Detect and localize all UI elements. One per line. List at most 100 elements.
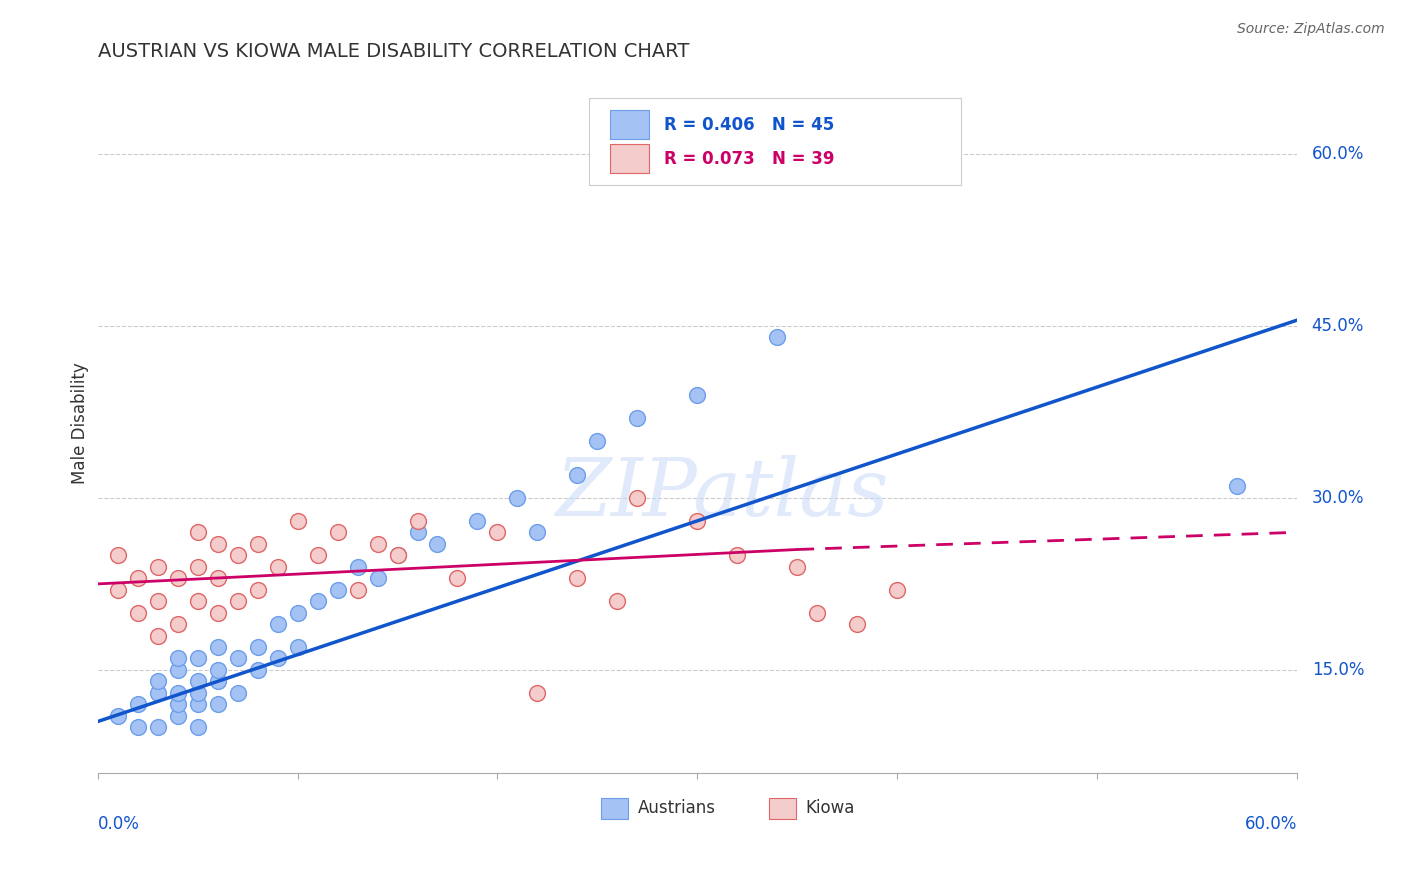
Point	[226, 548, 249, 562]
Point	[366, 571, 388, 585]
Text: Austrians: Austrians	[637, 799, 716, 817]
Point	[207, 698, 229, 712]
Point	[446, 571, 468, 585]
Point	[626, 410, 648, 425]
Point	[586, 434, 609, 448]
Point	[146, 674, 169, 689]
Point	[207, 606, 229, 620]
Point	[606, 594, 628, 608]
Point	[326, 582, 349, 597]
Text: Source: ZipAtlas.com: Source: ZipAtlas.com	[1237, 22, 1385, 37]
Point	[246, 537, 269, 551]
Point	[346, 582, 368, 597]
Point	[146, 628, 169, 642]
Text: 0.0%: 0.0%	[97, 815, 139, 833]
Point	[207, 663, 229, 677]
Point	[266, 617, 288, 632]
Point	[166, 698, 188, 712]
Point	[567, 571, 589, 585]
Point	[246, 582, 269, 597]
Point	[187, 686, 209, 700]
Point	[266, 559, 288, 574]
Point	[307, 594, 329, 608]
Text: R = 0.406   N = 45: R = 0.406 N = 45	[664, 115, 834, 134]
Point	[526, 525, 548, 540]
Point	[226, 651, 249, 665]
Point	[766, 330, 789, 344]
Point	[406, 514, 429, 528]
Text: AUSTRIAN VS KIOWA MALE DISABILITY CORRELATION CHART: AUSTRIAN VS KIOWA MALE DISABILITY CORREL…	[97, 42, 689, 61]
Point	[146, 720, 169, 734]
Point	[266, 651, 288, 665]
Point	[287, 606, 309, 620]
Point	[366, 537, 388, 551]
Text: 30.0%: 30.0%	[1312, 489, 1364, 507]
Point	[187, 674, 209, 689]
Point	[187, 525, 209, 540]
Point	[387, 548, 409, 562]
Point	[506, 491, 529, 505]
Point	[346, 559, 368, 574]
Point	[725, 548, 748, 562]
Point	[187, 651, 209, 665]
Text: 60.0%: 60.0%	[1244, 815, 1298, 833]
Point	[207, 640, 229, 654]
Point	[246, 663, 269, 677]
Point	[187, 559, 209, 574]
Point	[107, 582, 129, 597]
Point	[226, 686, 249, 700]
FancyBboxPatch shape	[610, 145, 650, 173]
Point	[166, 709, 188, 723]
FancyBboxPatch shape	[769, 797, 796, 819]
FancyBboxPatch shape	[589, 98, 962, 186]
Point	[567, 467, 589, 482]
Text: R = 0.073   N = 39: R = 0.073 N = 39	[664, 150, 834, 168]
Point	[146, 559, 169, 574]
Point	[207, 674, 229, 689]
Point	[166, 571, 188, 585]
Point	[426, 537, 449, 551]
Point	[187, 698, 209, 712]
Point	[127, 571, 149, 585]
Point	[226, 594, 249, 608]
Text: 45.0%: 45.0%	[1312, 317, 1364, 334]
Point	[166, 651, 188, 665]
Text: 15.0%: 15.0%	[1312, 661, 1364, 679]
Point	[287, 514, 309, 528]
Point	[146, 594, 169, 608]
Point	[166, 663, 188, 677]
Point	[686, 514, 709, 528]
Point	[187, 720, 209, 734]
Point	[686, 387, 709, 401]
Point	[886, 582, 908, 597]
FancyBboxPatch shape	[610, 110, 650, 139]
Point	[146, 686, 169, 700]
Point	[626, 491, 648, 505]
Point	[207, 537, 229, 551]
Point	[187, 594, 209, 608]
Text: 60.0%: 60.0%	[1312, 145, 1364, 162]
Point	[786, 559, 808, 574]
Point	[486, 525, 509, 540]
Point	[166, 617, 188, 632]
Point	[107, 709, 129, 723]
Point	[406, 525, 429, 540]
Point	[107, 548, 129, 562]
Point	[246, 640, 269, 654]
Text: ZIPatlas: ZIPatlas	[555, 455, 889, 532]
Point	[166, 686, 188, 700]
Point	[467, 514, 489, 528]
Text: Kiowa: Kiowa	[806, 799, 855, 817]
Point	[127, 720, 149, 734]
Point	[846, 617, 869, 632]
Point	[127, 606, 149, 620]
Point	[307, 548, 329, 562]
Y-axis label: Male Disability: Male Disability	[72, 362, 89, 484]
FancyBboxPatch shape	[602, 797, 628, 819]
Point	[526, 686, 548, 700]
Point	[326, 525, 349, 540]
Point	[287, 640, 309, 654]
Point	[806, 606, 828, 620]
Point	[127, 698, 149, 712]
Point	[387, 548, 409, 562]
